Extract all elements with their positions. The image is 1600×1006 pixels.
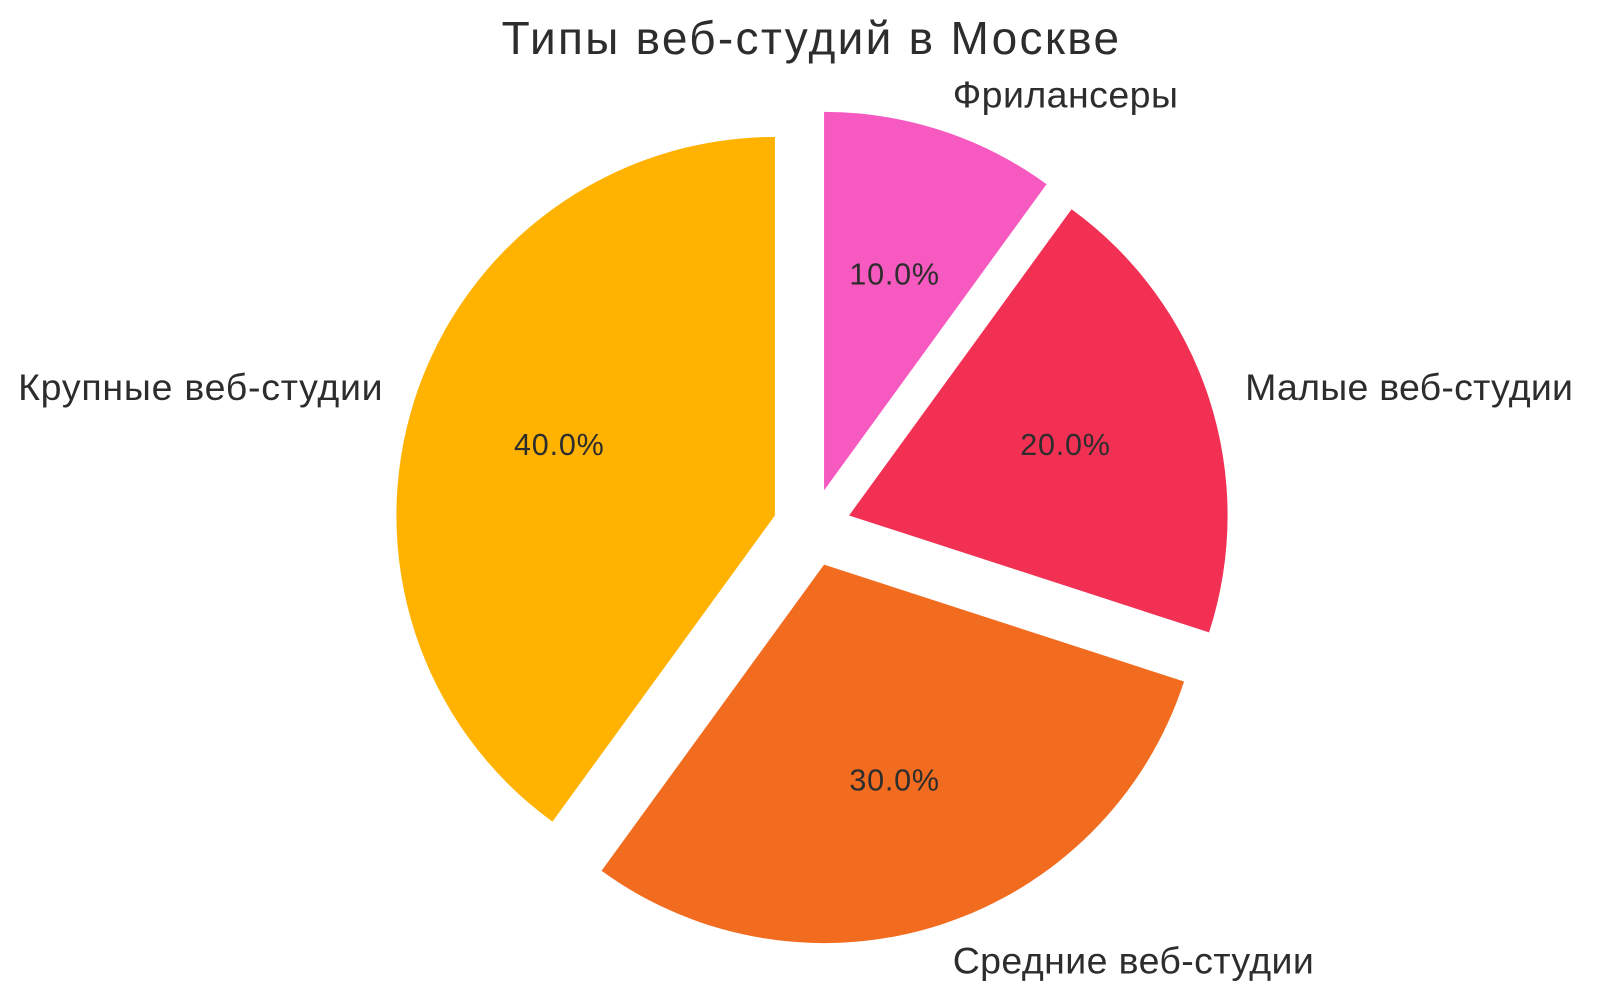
svg-text:20.0%: 20.0% [1020,428,1110,462]
svg-text:10.0%: 10.0% [849,257,939,291]
svg-text:Фрилансеры: Фрилансеры [953,73,1179,115]
svg-text:Крупные веб-студии: Крупные веб-студии [18,366,383,408]
svg-text:30.0%: 30.0% [849,764,939,798]
svg-text:Малые веб-студии: Малые веб-студии [1245,366,1573,408]
svg-text:Средние веб-студии: Средние веб-студии [953,940,1315,982]
svg-text:Типы веб-студий в Москве: Типы веб-студий в Москве [502,12,1122,64]
svg-text:40.0%: 40.0% [514,428,604,462]
